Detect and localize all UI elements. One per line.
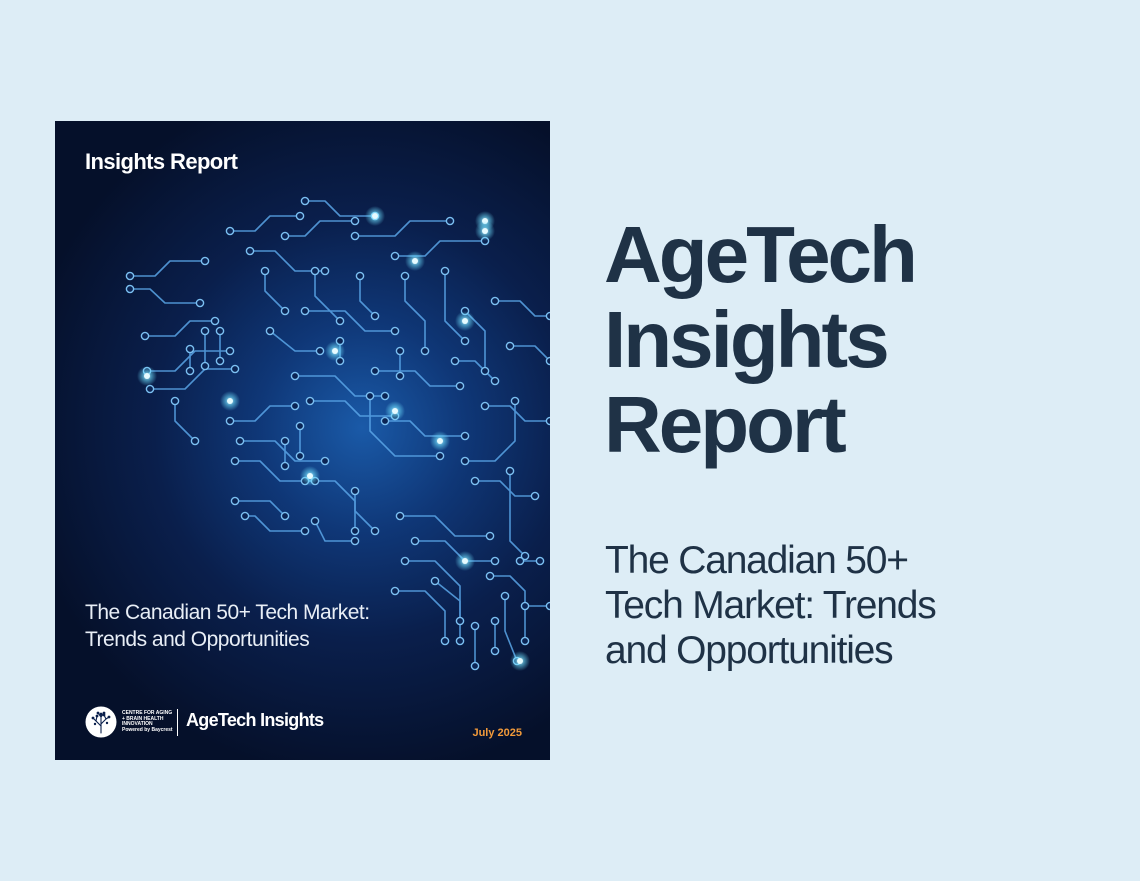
cover-date: July 2025	[472, 727, 522, 739]
cover-subtitle-line-1: The Canadian 50+ Tech Market:	[85, 601, 370, 624]
cover-subtitle-line-2: Trends and Opportunities	[85, 628, 310, 651]
title-line-3: Report	[604, 380, 847, 469]
subtitle-line-2: Tech Market: Trends	[605, 584, 937, 627]
page-subtitle: The Canadian 50+ Tech Market: Trends and…	[605, 538, 1025, 673]
report-cover-image: Insights Report The Canadian 50+ Tech Ma…	[55, 121, 550, 760]
title-line-2: Insights	[604, 295, 890, 384]
cover-brand-logo: AgeTech Insights	[186, 710, 324, 730]
centre-line-3: INNOVATION	[122, 721, 153, 728]
cover-footer: CENTRE FOR AGING + BRAIN HEALTH INNOVATI…	[85, 706, 525, 740]
page-title: AgeTech Insights Report	[604, 212, 1124, 467]
circuit-brain-illustration	[125, 196, 550, 671]
cover-subtitle: The Canadian 50+ Tech Market: Trends and…	[85, 599, 425, 653]
centre-line-2: + BRAIN HEALTH	[122, 715, 164, 722]
centre-line-1: CENTRE FOR AGING	[122, 710, 173, 716]
footer-divider	[177, 709, 178, 736]
subtitle-line-1: The Canadian 50+	[605, 539, 909, 582]
brain-tree-logo-icon	[85, 706, 117, 738]
title-line-1: AgeTech	[604, 210, 918, 299]
subtitle-line-3: and Opportunities	[605, 629, 894, 672]
cover-kicker: Insights Report	[85, 149, 238, 174]
centre-line-4: Powered by Baycrest	[122, 726, 173, 733]
centre-org-name: CENTRE FOR AGING + BRAIN HEALTH INNOVATI…	[122, 710, 182, 733]
